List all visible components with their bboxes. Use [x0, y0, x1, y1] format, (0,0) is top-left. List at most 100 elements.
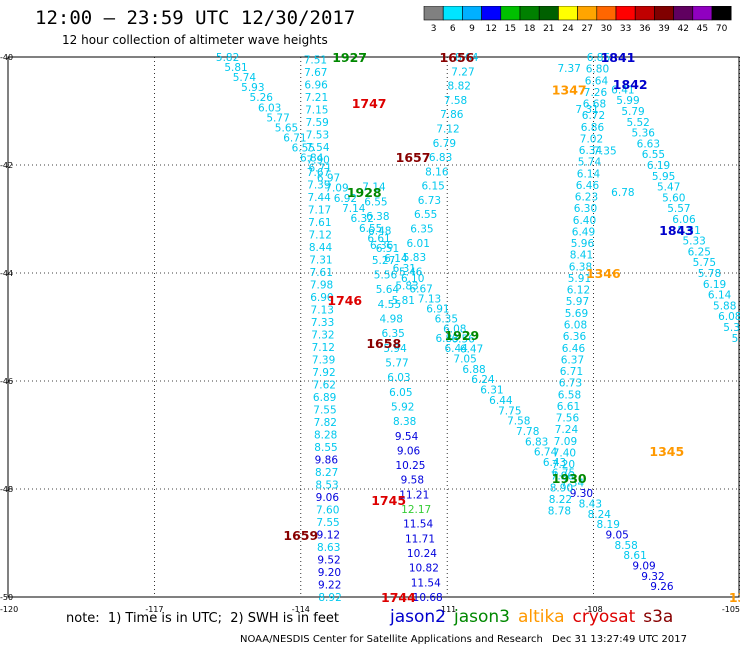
swh-value: 6.47	[460, 344, 483, 356]
swh-value: 7.09	[325, 183, 348, 195]
pass-time-label: 1345	[649, 444, 684, 459]
swh-value: 7.96	[551, 471, 575, 483]
pass-time-label: 1346	[586, 266, 621, 281]
swh-value: 6.55	[414, 209, 437, 221]
colorbar-label: 42	[677, 24, 688, 34]
swh-value: 6.89	[313, 392, 336, 404]
swh-value: 7.75	[498, 405, 521, 417]
swh-value: 11.54	[403, 519, 433, 531]
colorbar-label: 9	[469, 24, 475, 34]
swh-value: 6.97	[317, 173, 340, 185]
swh-value: 7.12	[312, 342, 335, 354]
swh-value: 9.22	[318, 580, 341, 592]
swh-value: 5.51	[677, 225, 700, 237]
swh-value: 5.97	[566, 296, 589, 308]
swh-value: 6.32	[351, 213, 374, 225]
swh-value: 5.52	[626, 117, 649, 129]
x-tick-label: -117	[145, 605, 163, 614]
swh-value: 5.92	[391, 401, 414, 413]
swh-value: 6.03	[258, 102, 281, 114]
swh-value: 8.28	[314, 430, 337, 442]
pass-time-label: 1746	[327, 293, 362, 308]
swh-value: 8.44	[309, 242, 333, 254]
swh-value: 6.90	[310, 292, 333, 304]
swh-value: 6.63	[637, 138, 660, 150]
swh-value: 8.22	[549, 494, 572, 506]
swh-value: 6.36	[563, 331, 587, 343]
swh-value: 7.31	[309, 255, 332, 267]
swh-value: 6.72	[582, 110, 605, 122]
swh-value: 6.51	[376, 243, 399, 255]
chart-subtitle: 12 hour collection of altimeter wave hei…	[62, 33, 328, 47]
swh-value: 6.05	[389, 387, 412, 399]
swh-value: 5.81	[392, 295, 415, 307]
swh-value: 6.12	[567, 285, 590, 297]
colorbar-label: 70	[716, 24, 728, 34]
x-tick-label: -108	[585, 605, 603, 614]
swh-value: 5.93	[241, 82, 264, 94]
y-tick-label: -46	[0, 377, 13, 386]
swh-value: 6.91	[426, 303, 449, 315]
swh-value: 7.58	[444, 95, 467, 107]
swh-value: 7.67	[307, 167, 330, 179]
swh-value: 7.39	[312, 355, 335, 367]
swh-value: 7.12	[436, 123, 459, 135]
chart-title: 12:00 – 23:59 UTC 12/30/2017	[35, 7, 356, 29]
swh-value: 6.23	[575, 192, 598, 204]
legend-altika: altika	[518, 607, 565, 627]
swh-value: 7.61	[310, 267, 333, 279]
pass-time-label: 1659	[283, 528, 318, 543]
swh-value: 7.51	[304, 55, 327, 67]
swh-value: 6.49	[572, 226, 595, 238]
swh-value: 7.13	[418, 293, 441, 305]
pass-time-label: 1744	[381, 590, 416, 605]
swh-value: 8.43	[579, 498, 602, 510]
colorbar-swatch	[711, 6, 732, 21]
swh-value: 7.20	[552, 459, 575, 471]
swh-value: 6.14	[384, 253, 408, 265]
swh-value: 7.21	[305, 92, 328, 104]
swh-value: 5.47	[657, 182, 680, 194]
swh-value: 6.88	[462, 364, 485, 376]
swh-value: 7.40	[553, 447, 576, 459]
swh-value: 6.83	[525, 436, 548, 448]
colorbar-label: 27	[581, 24, 592, 34]
swh-value: 9.30	[570, 488, 593, 500]
swh-value: 6.19	[647, 160, 670, 172]
swh-value: 7.67	[304, 67, 327, 79]
swh-value: 7.98	[310, 280, 333, 292]
swh-value: 7.35	[593, 146, 616, 158]
swh-value: 7.78	[516, 426, 539, 438]
swh-value: 7.53	[306, 130, 329, 142]
swh-value: 9.58	[401, 475, 424, 487]
swh-value: 9.54	[395, 431, 419, 443]
swh-value: 7.17	[308, 205, 331, 217]
pass-time-label: 1927	[332, 50, 367, 65]
satellite-legend: jason2 jason3 altika cryosat s3a	[390, 607, 681, 627]
swh-value: 5.56	[374, 270, 398, 282]
swh-value: 6.61	[557, 401, 580, 413]
swh-value: 5.83	[395, 281, 418, 293]
swh-value: 7.02	[580, 133, 603, 145]
colorbar-label: 6	[450, 24, 456, 34]
swh-value: 6.86	[581, 122, 605, 134]
colorbar-label: 33	[620, 24, 631, 34]
swh-value: 6.86	[587, 52, 611, 64]
swh-value: 12.17	[401, 504, 431, 516]
swh-value: 6.75	[552, 467, 575, 479]
swh-value: 7.55	[313, 405, 336, 417]
swh-value: 5.74	[233, 72, 257, 84]
credit-text: NOAA/NESDIS Center for Satellite Applica…	[240, 634, 543, 645]
pass-time-label: 1842	[613, 77, 648, 92]
swh-value: 6.64	[585, 75, 609, 87]
swh-value: 6.38	[569, 261, 592, 273]
swh-value: 5.96	[571, 238, 595, 250]
colorbar-label: 36	[639, 24, 651, 34]
swh-value: 8.78	[548, 506, 571, 518]
pass-time-label: 1929	[444, 328, 479, 343]
swh-value: 8.92	[318, 592, 341, 604]
swh-value: 5.95	[652, 171, 675, 183]
swh-value: 8.63	[317, 542, 340, 554]
swh-value: 6.56	[451, 334, 475, 346]
swh-value: 6.36	[370, 240, 394, 252]
